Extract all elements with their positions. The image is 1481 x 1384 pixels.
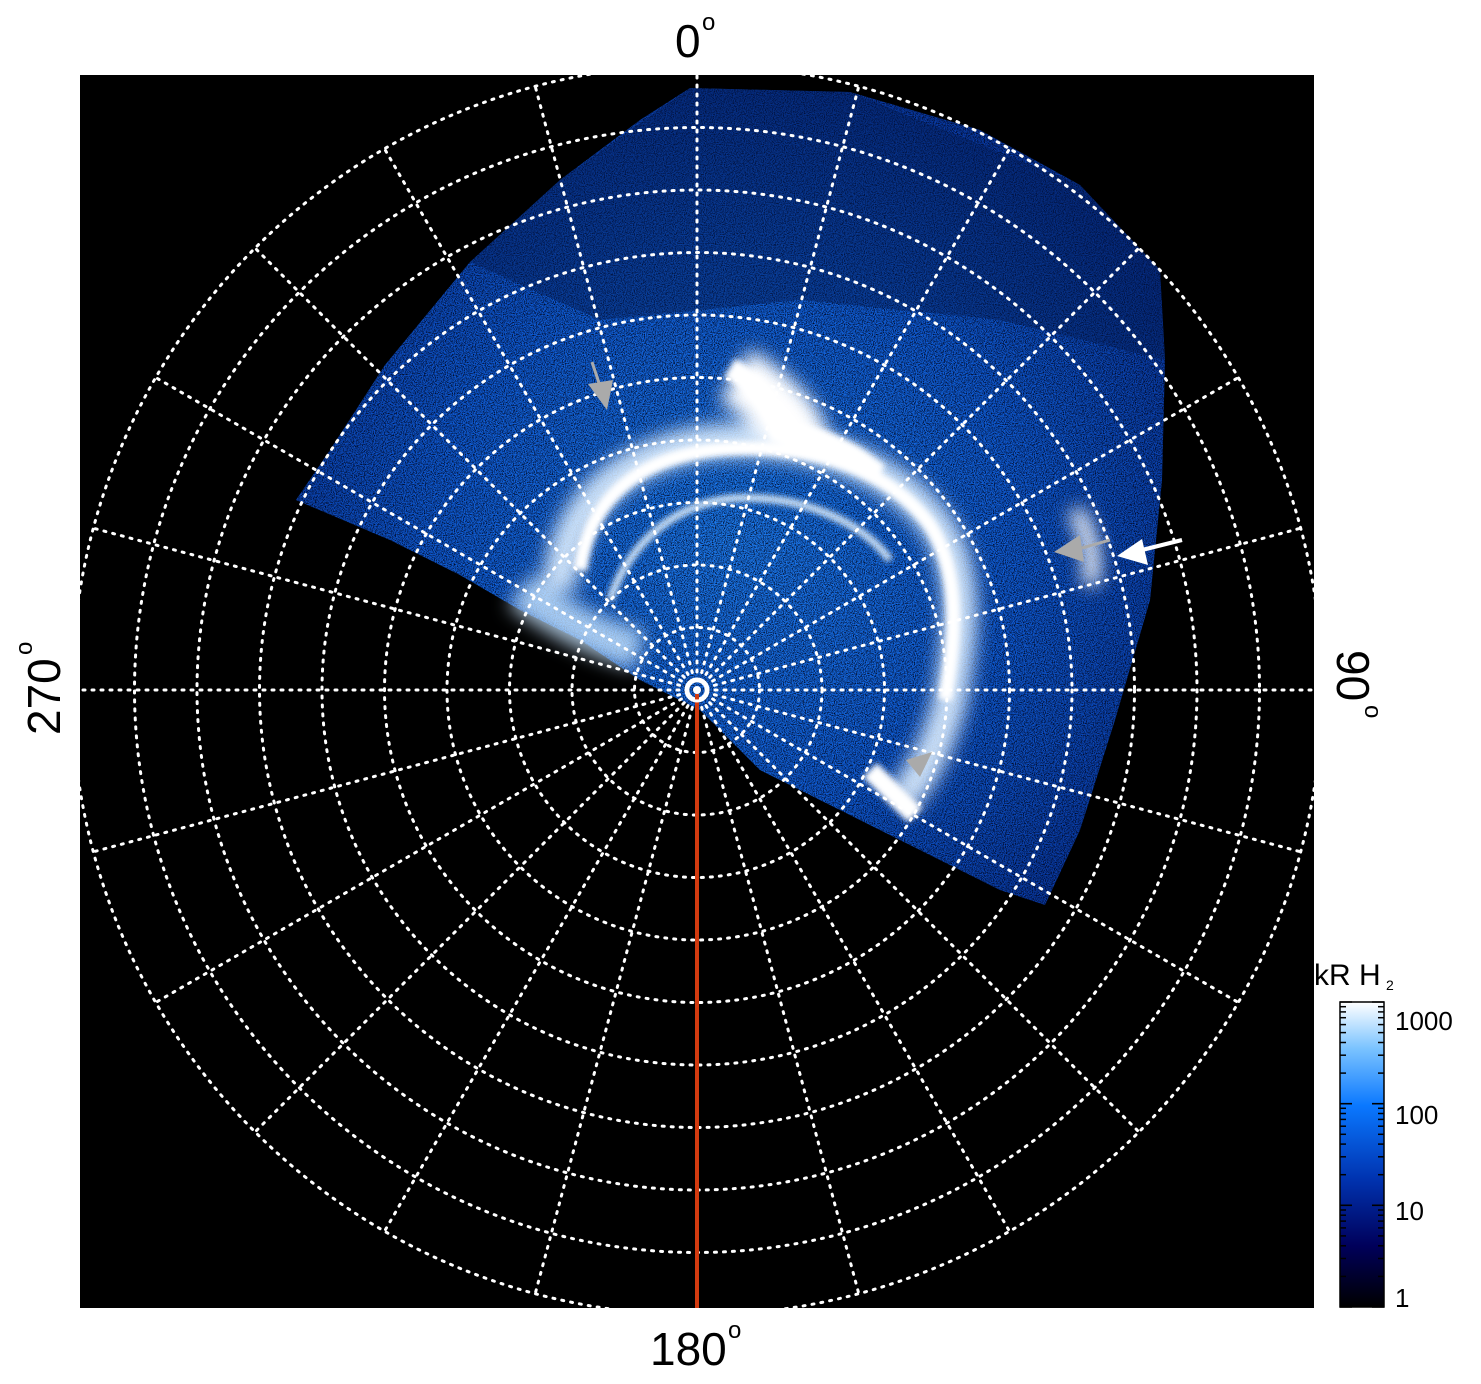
grid-meridian	[695, 376, 1240, 692]
grid-meridian	[533, 84, 699, 692]
grid-meridian	[383, 688, 699, 1233]
svg-text:o: o	[702, 9, 715, 36]
colorbar-tick-10: 10	[1395, 1196, 1424, 1226]
grid-meridian	[695, 688, 1240, 1004]
arrow-gray-right	[1054, 535, 1111, 562]
grid-meridian	[695, 688, 1011, 1233]
svg-text:o: o	[1359, 705, 1386, 718]
label-bottom: 180 o	[650, 1317, 741, 1375]
label-right: 90 o	[1327, 650, 1386, 718]
grid-meridian	[695, 147, 1011, 692]
colorbar-minor-ticks	[1340, 1001, 1384, 1308]
grid-meridian	[383, 147, 699, 692]
svg-text:270: 270	[18, 658, 70, 735]
label-left: 270 o	[11, 642, 70, 735]
grid-meridian	[154, 376, 699, 692]
grid-ring	[383, 376, 1011, 1004]
grid-ring	[445, 438, 949, 942]
label-top: 0 o	[675, 9, 715, 67]
svg-text:180: 180	[650, 1323, 727, 1375]
grid-meridian	[91, 526, 699, 692]
colorbar-title: kR H	[1314, 959, 1381, 992]
pole-marker-dot	[693, 686, 701, 694]
colorbar: kR H 2 1000 100 10 1	[1314, 959, 1453, 1313]
arrow-white-right	[1117, 538, 1183, 565]
grid-meridian	[695, 688, 1141, 1134]
grid-meridian	[695, 526, 1303, 692]
pole-marker-ring	[684, 677, 710, 703]
svg-text:o: o	[11, 642, 38, 655]
grid-meridian	[695, 688, 1303, 854]
svg-text:o: o	[728, 1317, 741, 1344]
colorbar-tick-100: 100	[1395, 1100, 1438, 1130]
grid-meridian	[253, 246, 699, 692]
svg-text:90: 90	[1327, 650, 1379, 701]
grid-meridian	[91, 688, 699, 854]
colorbar-title-subscript: 2	[1386, 977, 1394, 993]
svg-text:0: 0	[675, 15, 701, 67]
colorbar-gradient	[1339, 1001, 1385, 1308]
colorbar-tick-1: 1	[1395, 1283, 1409, 1313]
arrow-gray-lower	[906, 752, 932, 777]
arrow-gray-upper-left	[588, 361, 613, 410]
grid-ring	[320, 313, 1074, 1067]
grid-meridian	[695, 688, 861, 1296]
grid-meridian	[154, 688, 699, 1004]
colorbar-tick-1000: 1000	[1395, 1006, 1453, 1036]
grid-meridian	[533, 688, 699, 1296]
grid-meridian	[253, 688, 699, 1134]
grid-meridian	[695, 84, 861, 692]
grid-meridian	[695, 246, 1141, 692]
